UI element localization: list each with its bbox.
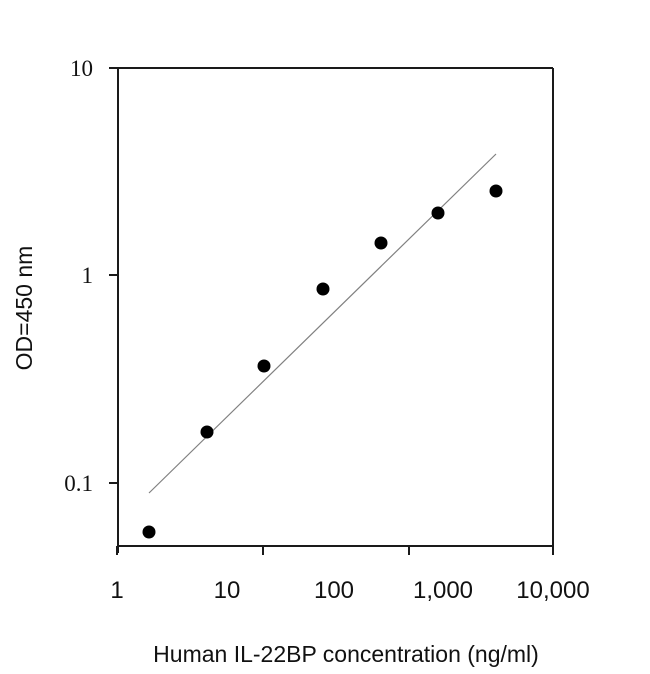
- data-point: [316, 282, 330, 296]
- data-point: [489, 184, 503, 198]
- y-tick-label: 10: [70, 56, 93, 81]
- x-tick-label: 10: [214, 577, 241, 604]
- data-point: [431, 206, 445, 220]
- x-tick-label: 1,000: [413, 577, 473, 604]
- y-tick-label: 1: [82, 263, 94, 288]
- data-points: [142, 184, 503, 539]
- x-axis-ticks: 1 10 100 1,000 10,000: [110, 546, 590, 604]
- x-tick-label: 100: [314, 577, 354, 604]
- fit-line: [148, 153, 497, 494]
- x-tick-label: 1: [110, 577, 123, 604]
- y-axis-ticks: 10 1 0.1: [64, 56, 118, 496]
- data-point: [200, 425, 214, 439]
- x-axis-title: Human IL-22BP concentration (ng/ml): [153, 641, 539, 667]
- data-point: [142, 525, 156, 539]
- x-tick-label: 10,000: [516, 577, 589, 604]
- plot-frame: [117, 67, 554, 553]
- y-tick-label: 0.1: [64, 471, 93, 496]
- y-axis-title: OD=450 nm: [11, 246, 37, 371]
- data-point: [374, 236, 388, 250]
- data-point: [257, 359, 271, 373]
